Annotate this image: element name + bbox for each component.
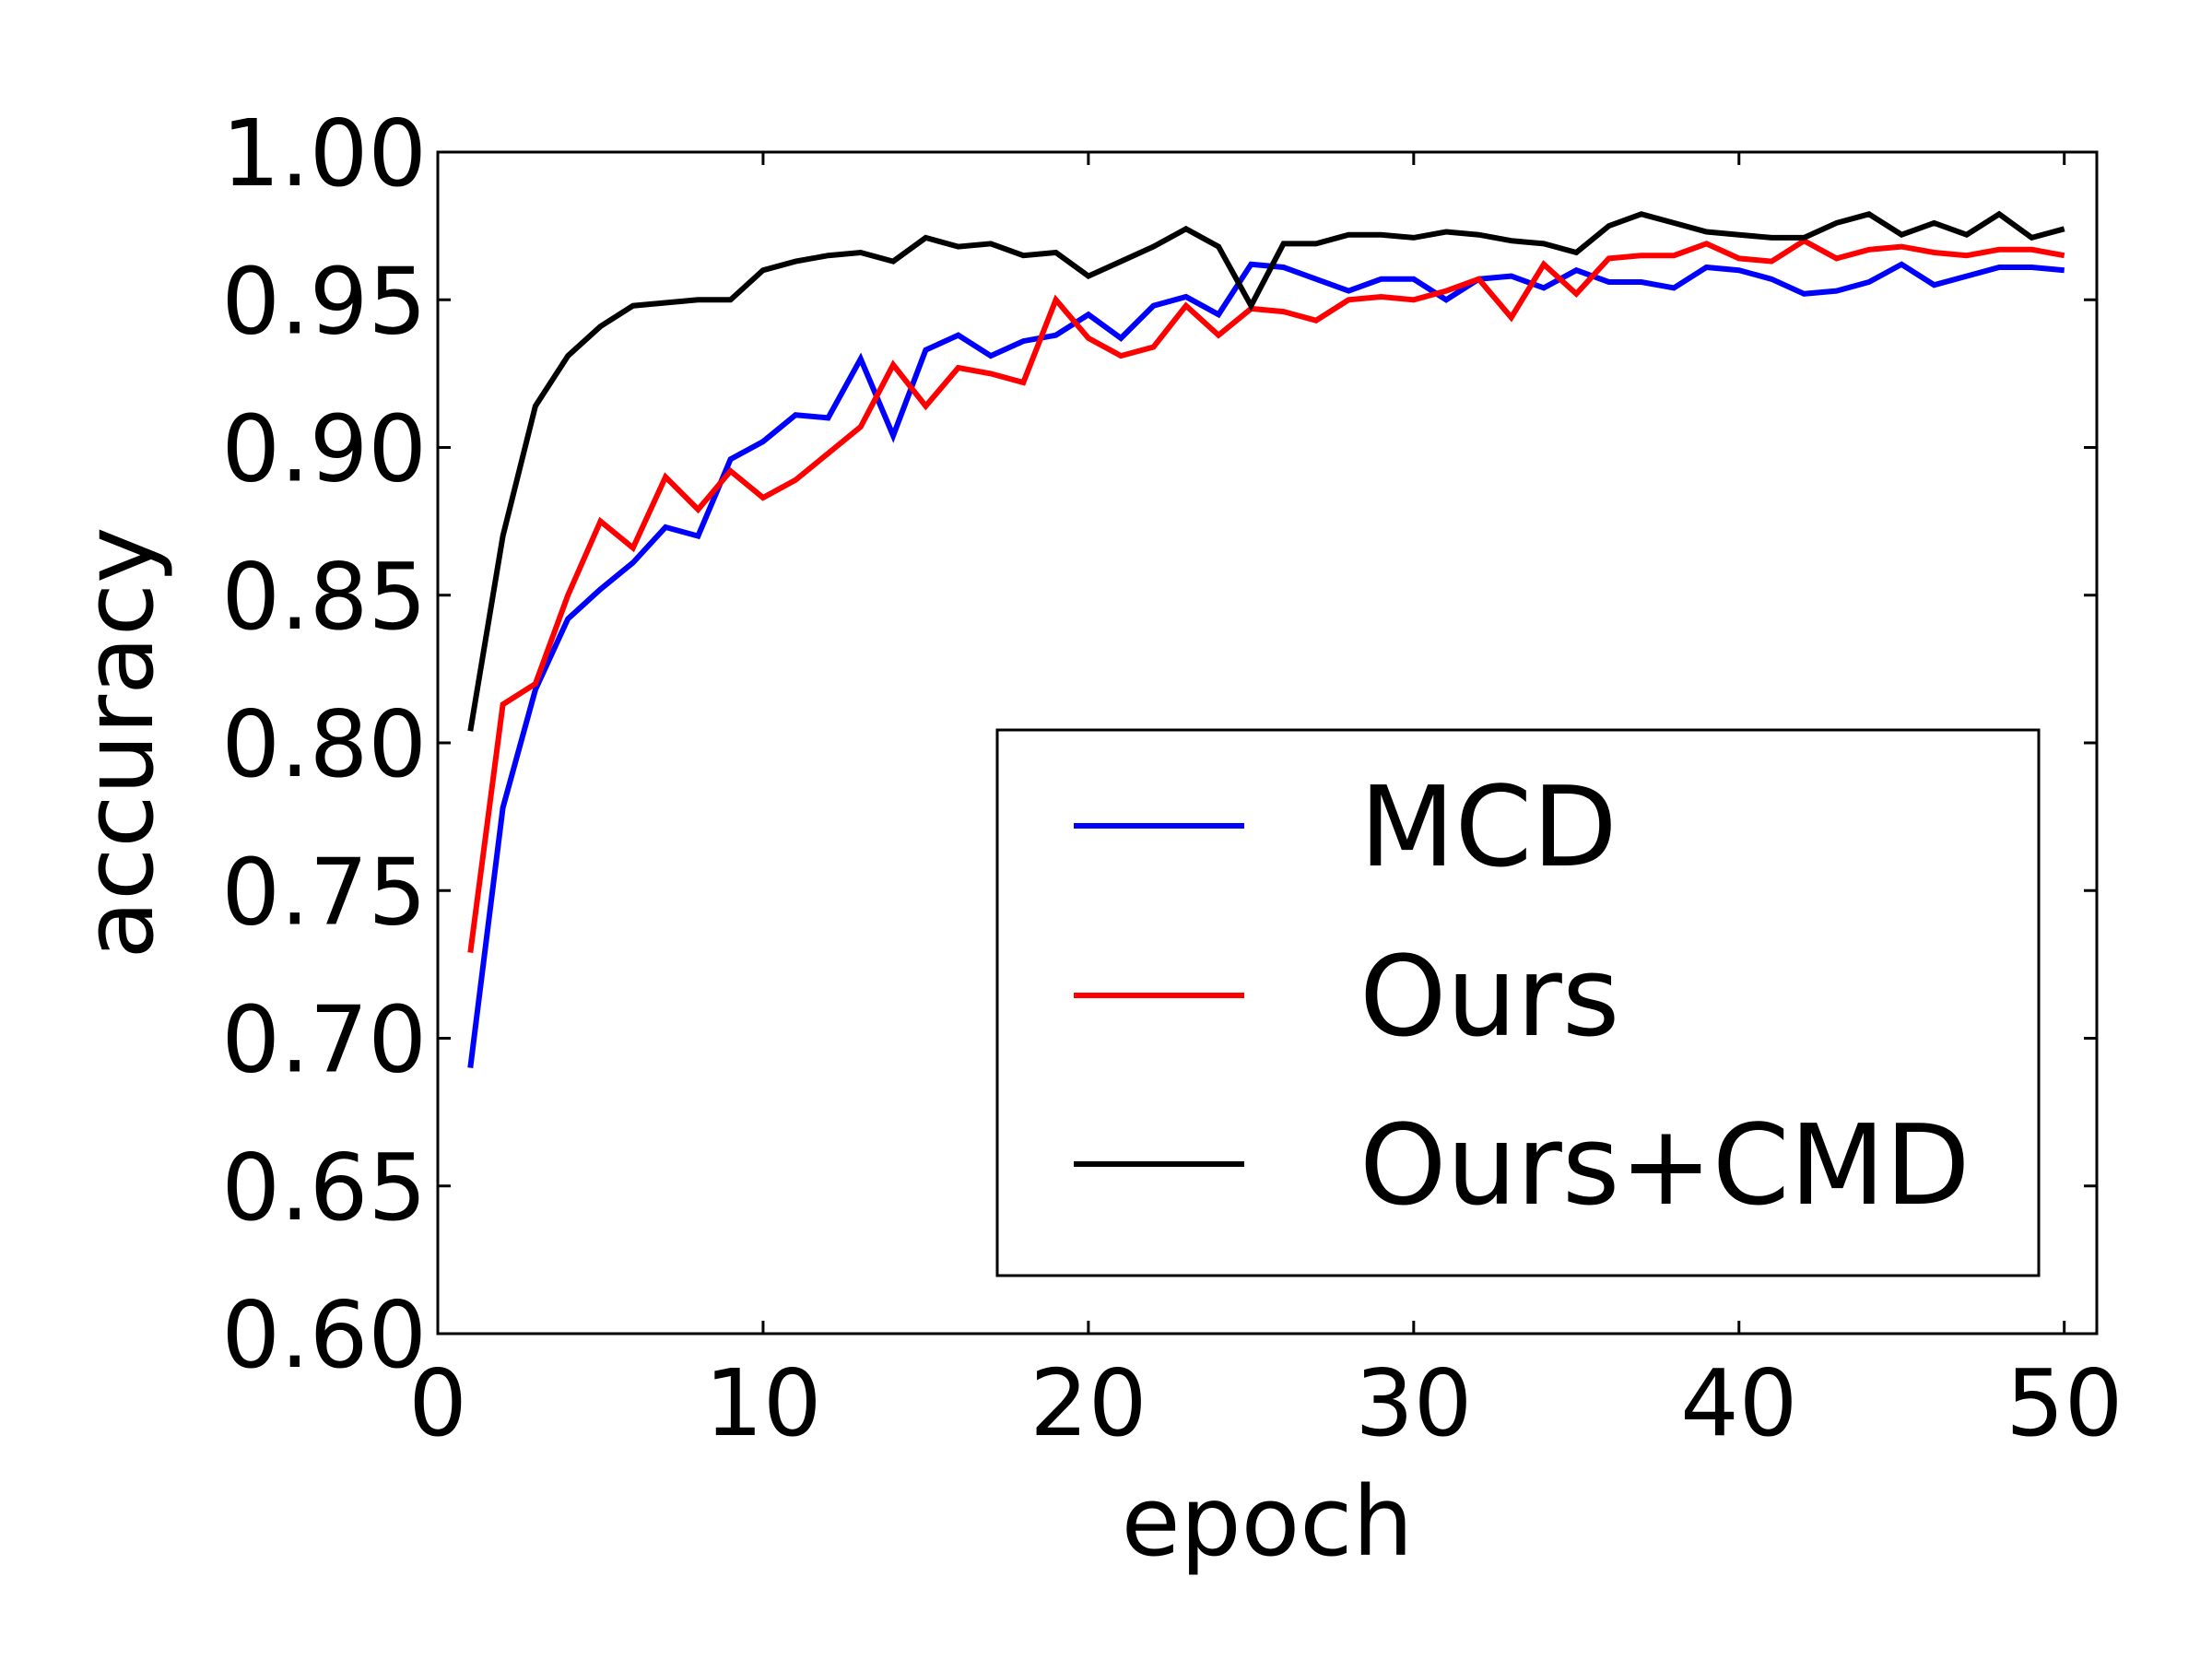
y-tick-label: 1.00 <box>221 100 427 207</box>
y-tick-label: 0.80 <box>221 690 427 798</box>
legend-label-ours-cmd: Ours+CMD <box>1359 1102 1971 1230</box>
x-tick-label: 20 <box>1030 1349 1147 1457</box>
y-tick-label: 0.70 <box>221 986 427 1094</box>
series-line-mcd <box>467 261 2065 1068</box>
y-tick-label: 0.75 <box>221 838 427 946</box>
plot-frame <box>436 150 2099 1335</box>
series-line-ours <box>467 237 2065 953</box>
y-tick-label: 0.95 <box>221 247 427 355</box>
x-axis-label: epoch <box>1122 1465 1414 1578</box>
y-tick-label: 0.60 <box>221 1281 427 1389</box>
y-axis-label: accuracy <box>63 526 175 959</box>
y-tick-label: 0.90 <box>221 395 427 503</box>
y-tick-label: 0.65 <box>221 1134 427 1241</box>
legend: MCD Ours Ours+CMD <box>995 728 2041 1277</box>
x-tick-label: 40 <box>1680 1349 1797 1457</box>
ticks-layer: 0 10 20 30 40 50 0.60 0.65 0.70 0.75 0.80 0.85 0.90 0… <box>221 100 2123 1457</box>
series-line-ours-cmd <box>467 210 2065 732</box>
legend-label-ours: Ours <box>1359 934 1619 1062</box>
x-tick-label: 50 <box>2006 1349 2123 1457</box>
x-tick-label: 0 <box>408 1349 467 1457</box>
y-tick-label: 0.85 <box>221 543 427 651</box>
series-layer <box>467 210 2065 1068</box>
x-tick-label: 10 <box>704 1349 821 1457</box>
legend-box <box>995 728 2041 1277</box>
legend-label-mcd: MCD <box>1359 764 1618 892</box>
x-tick-label: 30 <box>1355 1349 1472 1457</box>
